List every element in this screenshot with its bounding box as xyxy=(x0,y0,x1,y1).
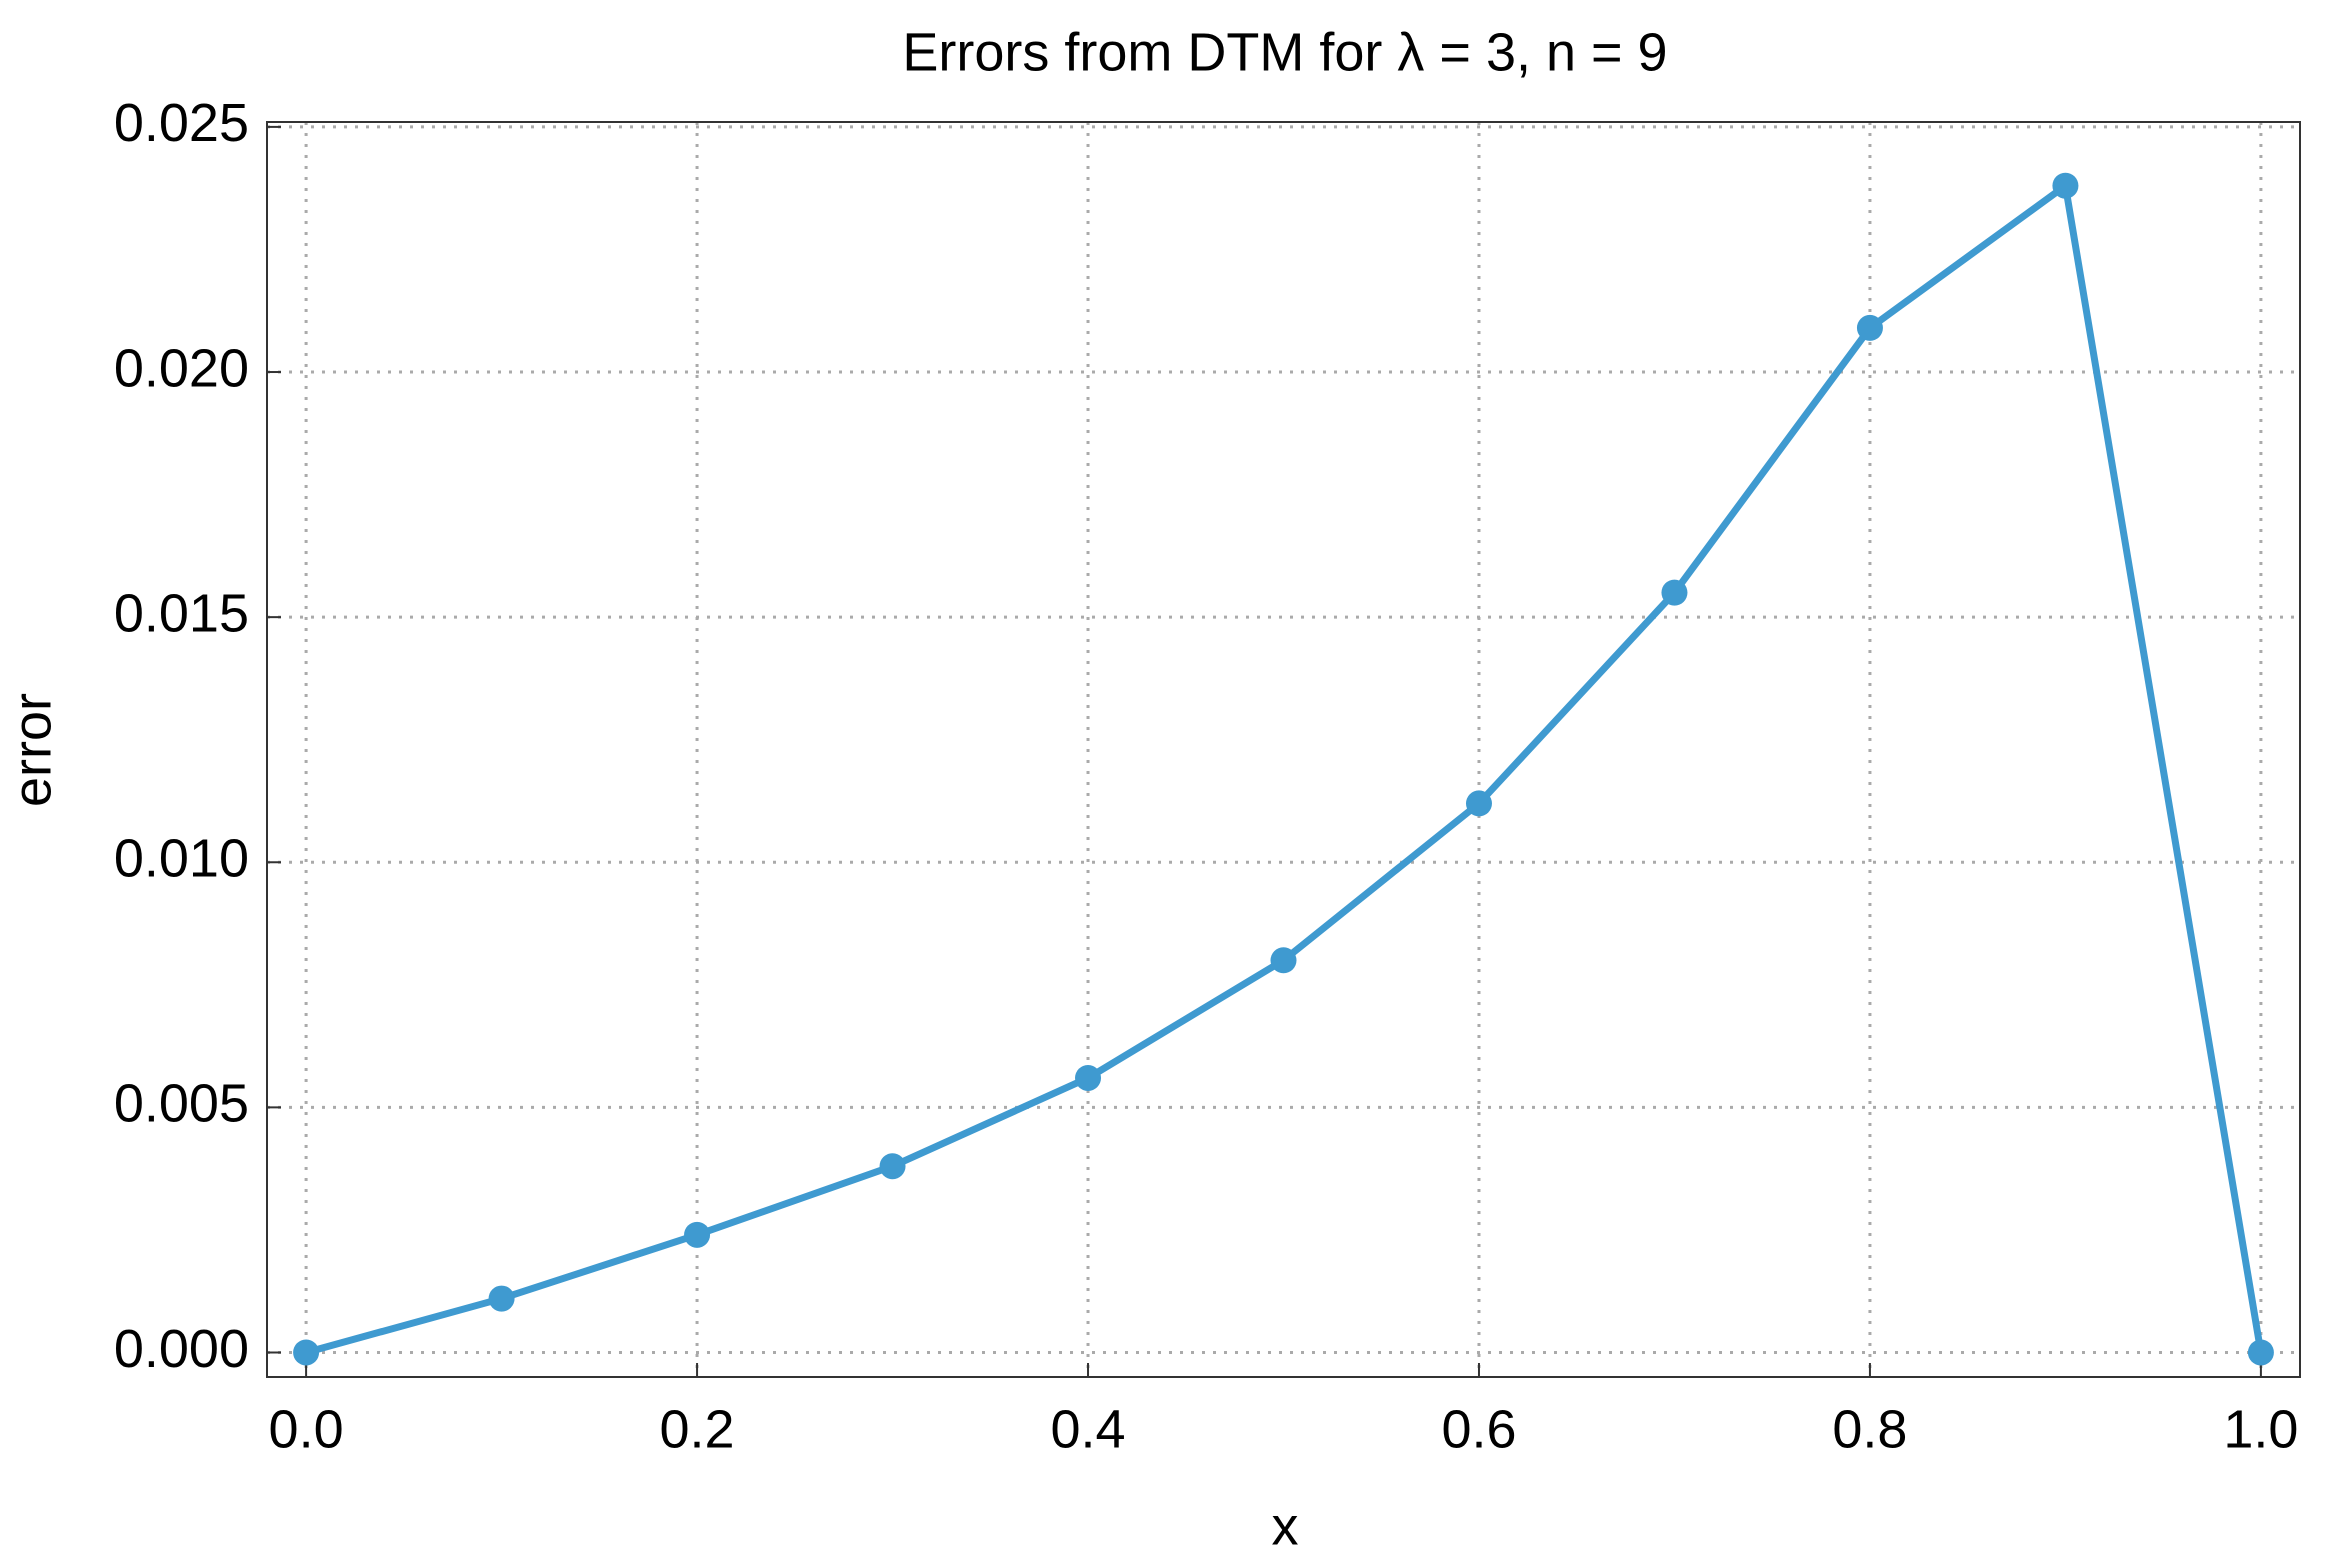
y-tick-label: 0.025 xyxy=(114,93,249,153)
y-tick-label: 0.000 xyxy=(114,1319,249,1379)
data-point xyxy=(684,1221,711,1248)
data-line xyxy=(305,182,2265,1356)
data-point xyxy=(1661,579,1688,606)
x-tick-label: 0.4 xyxy=(1050,1399,1125,1459)
x-tick-label: 1.0 xyxy=(2223,1399,2298,1459)
data-point xyxy=(293,1339,320,1366)
y-tick-label: 0.015 xyxy=(114,583,249,643)
chart-title: Errors from DTM for λ = 3, n = 9 xyxy=(902,22,1667,82)
x-tick-label: 0.8 xyxy=(1832,1399,1907,1459)
data-point xyxy=(1856,314,1883,341)
y-tick-label: 0.005 xyxy=(114,1074,249,1134)
data-point xyxy=(2052,172,2079,199)
data-point xyxy=(1270,947,1297,974)
data-point xyxy=(1075,1064,1102,1091)
x-tick-label: 0.0 xyxy=(269,1399,344,1459)
y-axis-label: error xyxy=(2,693,62,807)
x-tick-label: 0.2 xyxy=(660,1399,735,1459)
data-point xyxy=(2247,1339,2274,1366)
x-axis-label: x xyxy=(1272,1496,1299,1556)
data-point xyxy=(879,1153,906,1180)
plot-frame xyxy=(266,121,2301,1378)
data-point xyxy=(1465,790,1492,817)
y-tick-label: 0.020 xyxy=(114,338,249,398)
y-tick-label: 0.010 xyxy=(114,829,249,889)
x-tick-label: 0.6 xyxy=(1441,1399,1516,1459)
data-point xyxy=(488,1285,515,1312)
